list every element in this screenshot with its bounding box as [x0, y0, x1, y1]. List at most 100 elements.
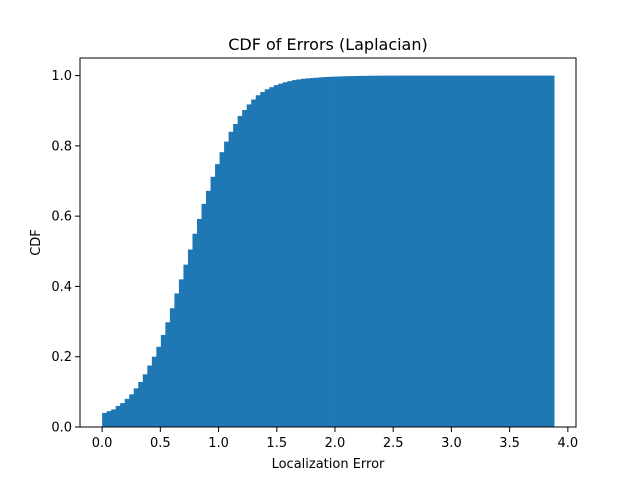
x-axis-label: Localization Error [272, 457, 385, 472]
histogram-bar [111, 409, 117, 427]
histogram-bar [160, 334, 166, 427]
histogram-bar [431, 75, 438, 428]
histogram-bar [165, 322, 171, 427]
histogram-bar [138, 382, 144, 427]
histogram-bar [418, 75, 424, 428]
x-tick-label: 1.5 [266, 436, 287, 451]
histogram-bar [486, 75, 492, 428]
histogram-bar [337, 76, 343, 427]
histogram-bar [391, 75, 397, 428]
histogram-bar [156, 346, 162, 427]
histogram-bar [278, 83, 284, 427]
histogram-bar [314, 77, 320, 428]
histogram-bar [346, 76, 352, 427]
histogram-bar [305, 78, 311, 427]
histogram-bar [242, 110, 248, 428]
x-ticks-group: 0.0 0.5 1.0 1.5 2.0 2.5 3.0 3.5 4.0 [92, 427, 578, 451]
histogram-bar [269, 87, 275, 427]
histogram-bar [549, 75, 555, 428]
histogram-bar [400, 75, 406, 428]
histogram-bar [463, 75, 469, 428]
histogram-bar [323, 76, 329, 427]
histogram-bar [490, 75, 496, 428]
histogram-bar [472, 75, 478, 428]
histogram-bar [526, 75, 532, 428]
histogram-bar [440, 75, 447, 428]
histogram-bar [449, 75, 456, 428]
histogram-bar [513, 75, 519, 428]
histogram-bar [517, 75, 523, 428]
histogram-bar [377, 75, 383, 428]
x-tick-label: 0.0 [92, 436, 113, 451]
y-tick-label: 1.0 [51, 69, 72, 84]
histogram-bar [468, 75, 474, 428]
histogram-bar [332, 76, 338, 427]
y-tick-label: 0.0 [51, 421, 72, 436]
y-tick-label: 0.6 [51, 210, 72, 225]
histogram-bar [260, 92, 266, 428]
histogram-bar [106, 411, 112, 427]
histogram-bar [291, 80, 297, 427]
histogram-bar [427, 75, 433, 428]
histogram-bar [246, 104, 252, 427]
axes-frame [79, 57, 577, 428]
histogram-bar [386, 75, 392, 427]
chart-title: CDF of Errors (Laplacian) [228, 35, 428, 54]
histogram-bar [147, 365, 153, 427]
histogram-bar [328, 76, 334, 428]
histogram-bar [350, 76, 356, 428]
histogram-bar [287, 81, 293, 428]
histogram-bar [219, 152, 225, 427]
histogram-bar [273, 85, 279, 427]
histogram-bar [196, 218, 203, 427]
histogram-bar [318, 77, 325, 427]
y-axis-label: CDF [29, 229, 44, 256]
histogram-bar [201, 203, 207, 427]
histogram-bar [169, 308, 176, 427]
histogram-bar [192, 233, 198, 427]
histogram-bar [264, 89, 270, 427]
histogram-bar [395, 75, 401, 428]
histogram-bar [124, 398, 130, 427]
x-tick-label: 3.0 [441, 436, 462, 451]
histogram-bar [373, 75, 379, 427]
x-tick-label: 0.5 [150, 436, 171, 451]
histogram-bar [481, 75, 487, 428]
histogram-bar [183, 264, 189, 427]
histogram-bar [531, 75, 537, 428]
histogram-bar [522, 75, 528, 428]
y-tick-label: 0.8 [51, 139, 72, 154]
bars-group [102, 75, 555, 428]
x-tick-label: 2.0 [325, 436, 346, 451]
histogram-bar [237, 115, 243, 427]
y-tick-label: 0.2 [51, 350, 72, 365]
histogram-bar [409, 75, 415, 428]
histogram-bar [436, 75, 442, 428]
histogram-bar [178, 279, 185, 427]
histogram-bar [296, 79, 302, 428]
histogram-bar [300, 78, 307, 427]
histogram-bar [187, 249, 194, 427]
histogram-bar [495, 75, 501, 428]
histogram-bar [504, 75, 510, 428]
histogram-bar [359, 75, 365, 428]
histogram-bar [368, 75, 374, 428]
x-tick-label: 4.0 [558, 436, 579, 451]
histogram-bar [115, 405, 121, 427]
histogram-bar [142, 374, 148, 427]
histogram-bar [477, 75, 483, 428]
histogram-bar [151, 356, 157, 427]
histogram-bar [540, 75, 546, 428]
histogram-bar [499, 75, 505, 428]
histogram-bar [535, 75, 541, 428]
histogram-bar [309, 78, 316, 427]
histogram-bar [382, 75, 388, 427]
histogram-bar [422, 75, 428, 428]
histogram-bar [224, 141, 230, 427]
histogram-bar [508, 75, 514, 428]
histogram-bar [413, 75, 419, 428]
histogram-bar [210, 176, 216, 427]
histogram-bar [206, 190, 212, 427]
histogram-bar [255, 95, 261, 427]
